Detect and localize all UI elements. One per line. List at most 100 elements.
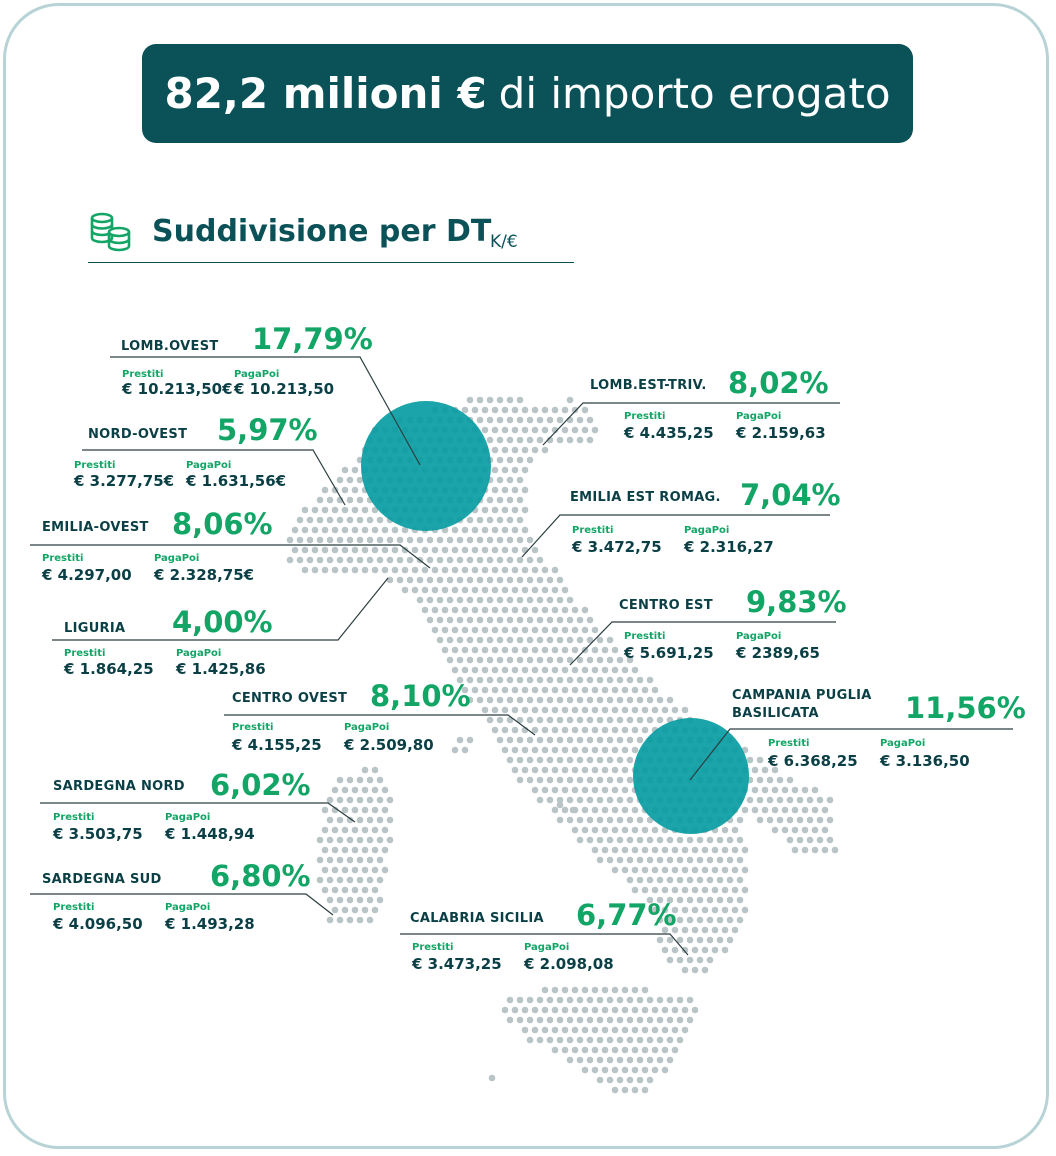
region-name: CENTRO EST <box>619 598 713 613</box>
map-dot <box>506 656 514 664</box>
map-dot <box>521 746 529 754</box>
map-dot <box>466 736 474 744</box>
prestiti-label: Prestiti <box>42 553 84 564</box>
map-dot <box>501 606 509 614</box>
map-dot <box>546 596 554 604</box>
map-dot <box>316 856 324 864</box>
map-dot <box>326 536 334 544</box>
map-dot <box>336 856 344 864</box>
map-dot <box>488 1074 496 1082</box>
map-dot <box>611 766 619 774</box>
map-dot <box>536 776 544 784</box>
map-dot <box>306 516 314 524</box>
map-dot <box>566 616 574 624</box>
map-dot <box>336 876 344 884</box>
map-dot <box>616 996 624 1004</box>
map-dot <box>571 726 579 734</box>
map-dot <box>366 796 374 804</box>
map-dot <box>341 486 349 494</box>
map-dot <box>311 526 319 534</box>
map-dot <box>811 806 819 814</box>
map-dot <box>576 1056 584 1064</box>
map-dot <box>541 1006 549 1014</box>
map-dot <box>546 736 554 744</box>
map-dot <box>421 546 429 554</box>
map-dot <box>516 696 524 704</box>
map-dot <box>471 626 479 634</box>
map-dot <box>701 846 709 854</box>
map-dot <box>381 846 389 854</box>
map-dot <box>711 866 719 874</box>
map-dot <box>696 956 704 964</box>
map-dot <box>421 606 429 614</box>
map-dot <box>586 1016 594 1024</box>
map-dot <box>551 726 559 734</box>
map-dot <box>521 706 529 714</box>
map-dot <box>656 1016 664 1024</box>
map-dot <box>441 546 449 554</box>
map-dot <box>356 876 364 884</box>
map-dot <box>541 986 549 994</box>
map-dot <box>516 596 524 604</box>
map-dot <box>611 1006 619 1014</box>
map-dot <box>456 736 464 744</box>
map-dot <box>576 416 584 424</box>
map-dot <box>596 776 604 784</box>
map-dot <box>536 1016 544 1024</box>
map-dot <box>556 636 564 644</box>
map-dot <box>521 766 529 774</box>
map-dot <box>436 636 444 644</box>
map-dot <box>411 586 419 594</box>
map-dot <box>586 696 594 704</box>
map-dot <box>401 586 409 594</box>
map-dot <box>486 716 494 724</box>
map-dot <box>436 576 444 584</box>
map-dot <box>301 506 309 514</box>
map-dot <box>516 716 524 724</box>
map-dot <box>561 746 569 754</box>
map-dot <box>511 586 519 594</box>
map-dot <box>631 886 639 894</box>
map-dot <box>496 496 504 504</box>
map-dot <box>601 726 609 734</box>
map-dot <box>751 766 759 774</box>
map-dot <box>701 946 709 954</box>
map-dot <box>736 876 744 884</box>
map-dot <box>471 646 479 654</box>
map-dot <box>566 736 574 744</box>
map-dot <box>551 666 559 674</box>
map-dot <box>321 506 329 514</box>
map-dot <box>526 436 534 444</box>
map-dot <box>526 556 534 564</box>
map-dot <box>491 666 499 674</box>
map-dot <box>596 996 604 1004</box>
map-dot <box>581 1026 589 1034</box>
map-dot <box>346 816 354 824</box>
map-dot <box>631 1026 639 1034</box>
map-dot <box>316 836 324 844</box>
map-dot <box>671 946 679 954</box>
map-dot <box>361 766 369 774</box>
map-dot <box>376 796 384 804</box>
map-dot <box>401 566 409 574</box>
map-dot <box>581 626 589 634</box>
map-dot <box>686 856 694 864</box>
map-dot <box>321 826 329 834</box>
map-dot <box>341 846 349 854</box>
map-dot <box>531 406 539 414</box>
map-dot <box>576 636 584 644</box>
map-dot <box>516 616 524 624</box>
map-dot <box>561 986 569 994</box>
map-dot <box>606 836 614 844</box>
map-dot <box>686 836 694 844</box>
map-dot <box>551 706 559 714</box>
map-dot <box>476 616 484 624</box>
map-dot <box>811 846 819 854</box>
map-dot <box>531 606 539 614</box>
map-dot <box>541 586 549 594</box>
region-name: NORD-OVEST <box>88 427 188 442</box>
map-dot <box>766 816 774 824</box>
map-dot <box>591 846 599 854</box>
map-dot <box>671 866 679 874</box>
map-dot <box>666 996 674 1004</box>
